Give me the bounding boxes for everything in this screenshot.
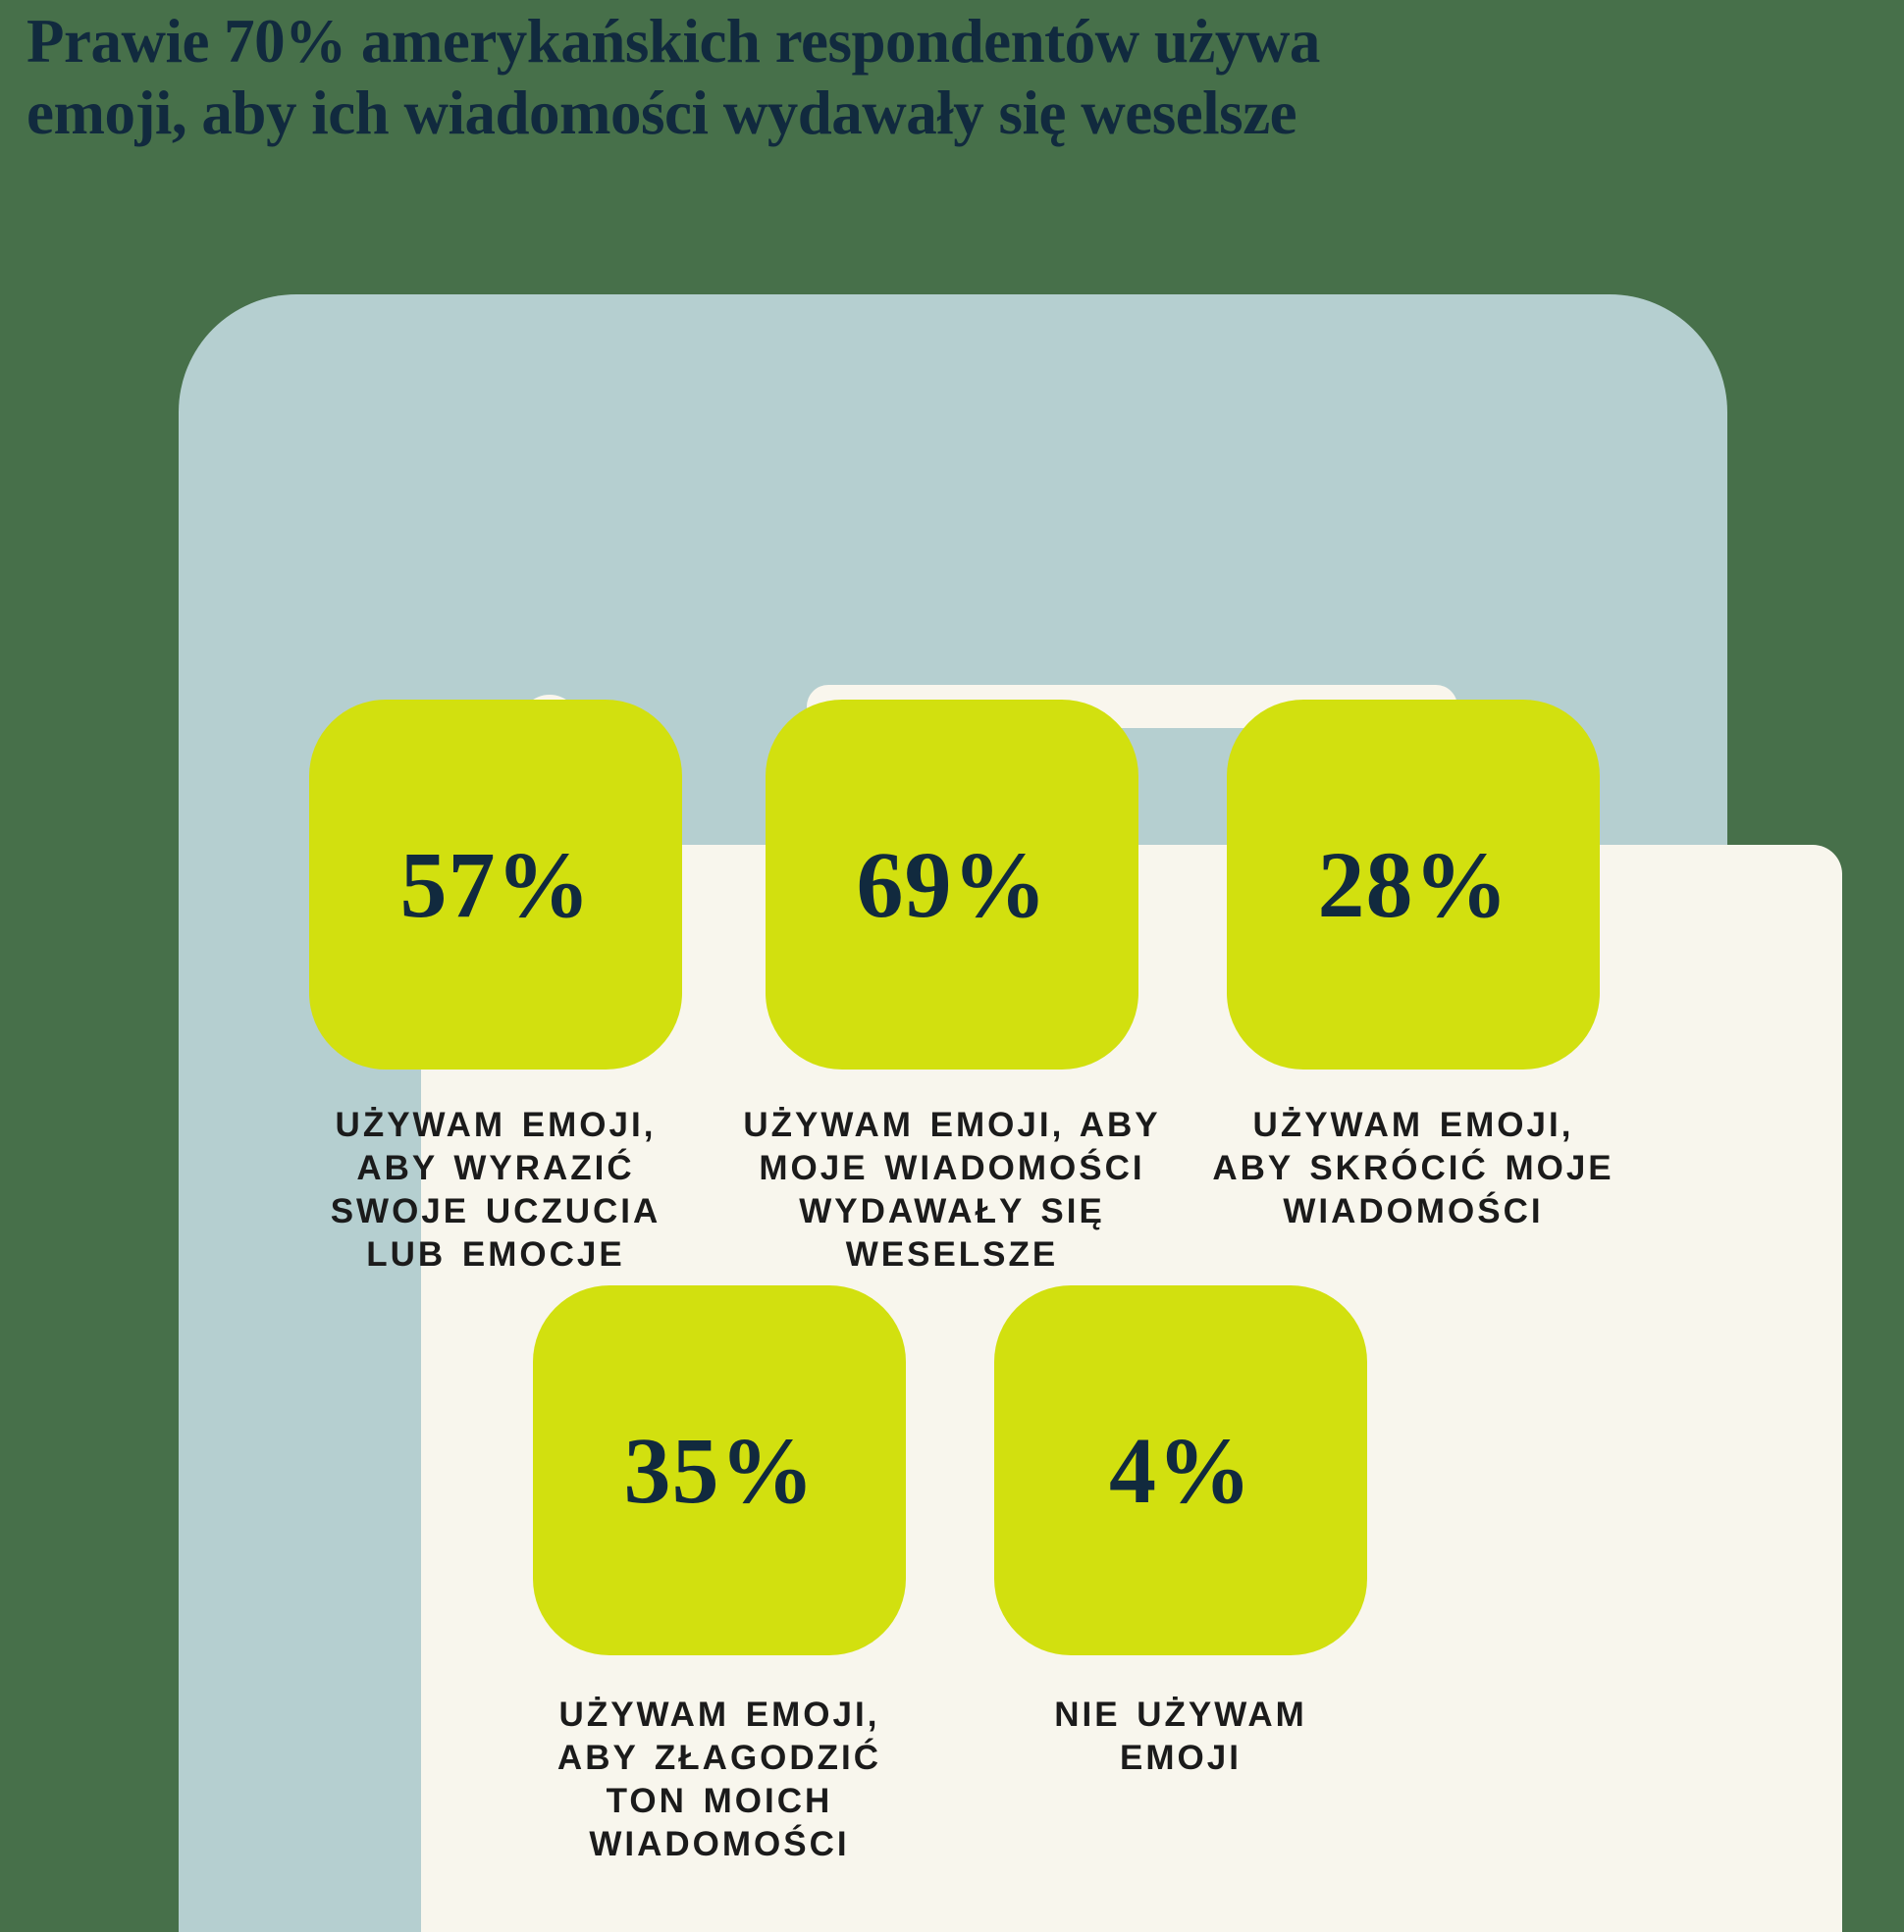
stat-label-no-emoji: NIE UŻYWAM EMOJI: [1054, 1696, 1307, 1777]
stat-value: 57%: [399, 831, 592, 937]
stat-value: 35%: [623, 1417, 816, 1523]
stat-value: 28%: [1317, 831, 1509, 937]
stat-tile-soften-tone: 35%: [533, 1285, 906, 1655]
stat-tile-shorten-messages: 28%: [1227, 700, 1600, 1070]
phone-illustration: [179, 294, 1842, 1932]
stat-value: 69%: [856, 831, 1048, 937]
stat-tile-express-feelings: 57%: [309, 700, 682, 1070]
stat-value: 4%: [1109, 1417, 1252, 1523]
stat-tile-no-emoji: 4%: [994, 1285, 1367, 1655]
page-title: Prawie 70% amerykańskich respondentów uż…: [26, 7, 1320, 147]
stat-label-soften-tone: UŻYWAM EMOJI, ABY ZŁAGODZIĆ TON MOICH WI…: [556, 1696, 882, 1863]
stat-tile-messages-cheerful: 69%: [766, 700, 1138, 1070]
stat-label-shorten-messages: UŻYWAM EMOJI, ABY SKRÓCIĆ MOJE WIADOMOŚC…: [1212, 1106, 1614, 1230]
stat-label-express-feelings: UŻYWAM EMOJI, ABY WYRAZIĆ SWOJE UCZUCIA …: [330, 1106, 661, 1274]
stat-label-messages-cheerful: UŻYWAM EMOJI, ABY MOJE WIADOMOŚCI WYDAWA…: [743, 1106, 1161, 1274]
